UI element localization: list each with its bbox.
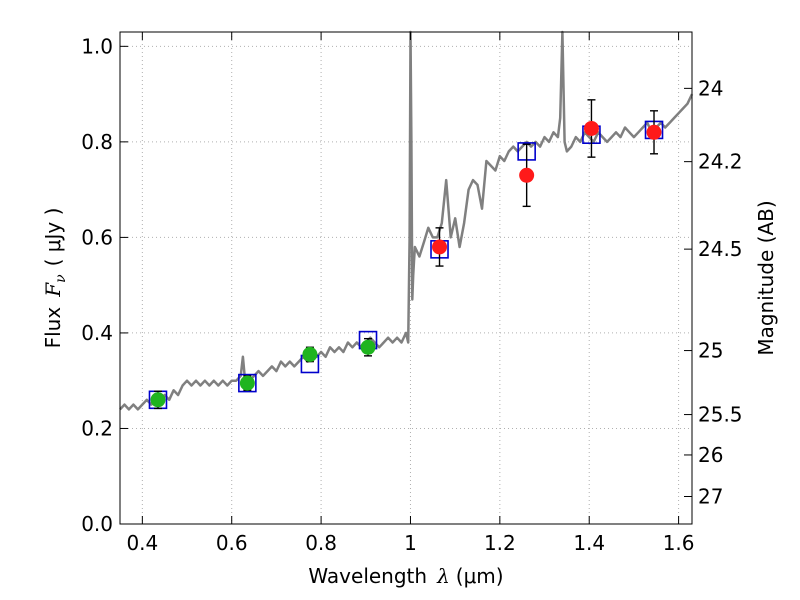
model-photometry-box — [238, 373, 257, 393]
y2-tick-label: 25 — [698, 339, 723, 363]
y2-tick-label: 27 — [698, 485, 723, 509]
plot-frame — [119, 31, 693, 525]
spectrum-layer — [119, 30, 694, 411]
y-axis-title: Flux Fν ( μJy ) — [41, 208, 69, 349]
optical-point — [302, 346, 318, 362]
y-axis-unit: ( μJy ) — [41, 208, 65, 267]
x-tick-label: 1.4 — [573, 531, 605, 555]
tick-layer: 0.4 0.6 0.8 1 1.2 1.4 1.6 0.0 0.2 0.4 0.6 0.8 1.0 24 2… — [81, 32, 743, 555]
optical-point — [239, 375, 255, 391]
y2-tick-label: 25.5 — [698, 403, 743, 427]
grid-layer — [120, 32, 692, 525]
model-photometry-layer — [148, 120, 664, 410]
x-tick-label: 1.2 — [484, 531, 516, 555]
y-axis-symbol: F — [41, 282, 65, 298]
y2-tick-label: 24.5 — [698, 237, 743, 261]
observed-point-layer — [150, 120, 662, 408]
y-tick-label: 0.6 — [81, 225, 113, 249]
y2-tick-label: 26 — [698, 443, 723, 467]
y2-tick-label: 24.2 — [698, 150, 743, 174]
x-axis-unit: (μm) — [456, 564, 504, 588]
nir-point — [432, 239, 448, 255]
x-tick-label: 0.8 — [305, 531, 337, 555]
y-tick-label: 0.2 — [81, 416, 113, 440]
y-tick-label: 0.8 — [81, 130, 113, 154]
x-axis-title: Wavelength λ (μm) — [308, 564, 503, 588]
x-tick-label: 1.6 — [663, 531, 695, 555]
nir-point — [646, 124, 662, 140]
nir-point — [519, 167, 535, 183]
model-spectrum-line — [119, 30, 694, 411]
y2-tick-label: 24 — [698, 76, 723, 100]
optical-point — [150, 392, 166, 408]
x-axis-symbol: λ — [436, 564, 450, 588]
y-tick-label: 0.0 — [81, 512, 113, 536]
y-tick-label: 0.4 — [81, 321, 113, 345]
nir-point — [583, 120, 599, 136]
y-axis-title-text: Flux — [41, 307, 65, 349]
y2-axis-title: Magnitude (AB) — [754, 200, 778, 355]
optical-point — [360, 339, 376, 355]
x-axis-title-text: Wavelength — [308, 564, 427, 588]
x-tick-label: 0.4 — [126, 531, 158, 555]
y-axis-subscript: ν — [53, 274, 69, 283]
error-bar-layer — [153, 99, 659, 410]
y-tick-label: 1.0 — [81, 34, 113, 58]
x-tick-label: 0.6 — [216, 531, 248, 555]
x-tick-label: 1 — [404, 531, 417, 555]
